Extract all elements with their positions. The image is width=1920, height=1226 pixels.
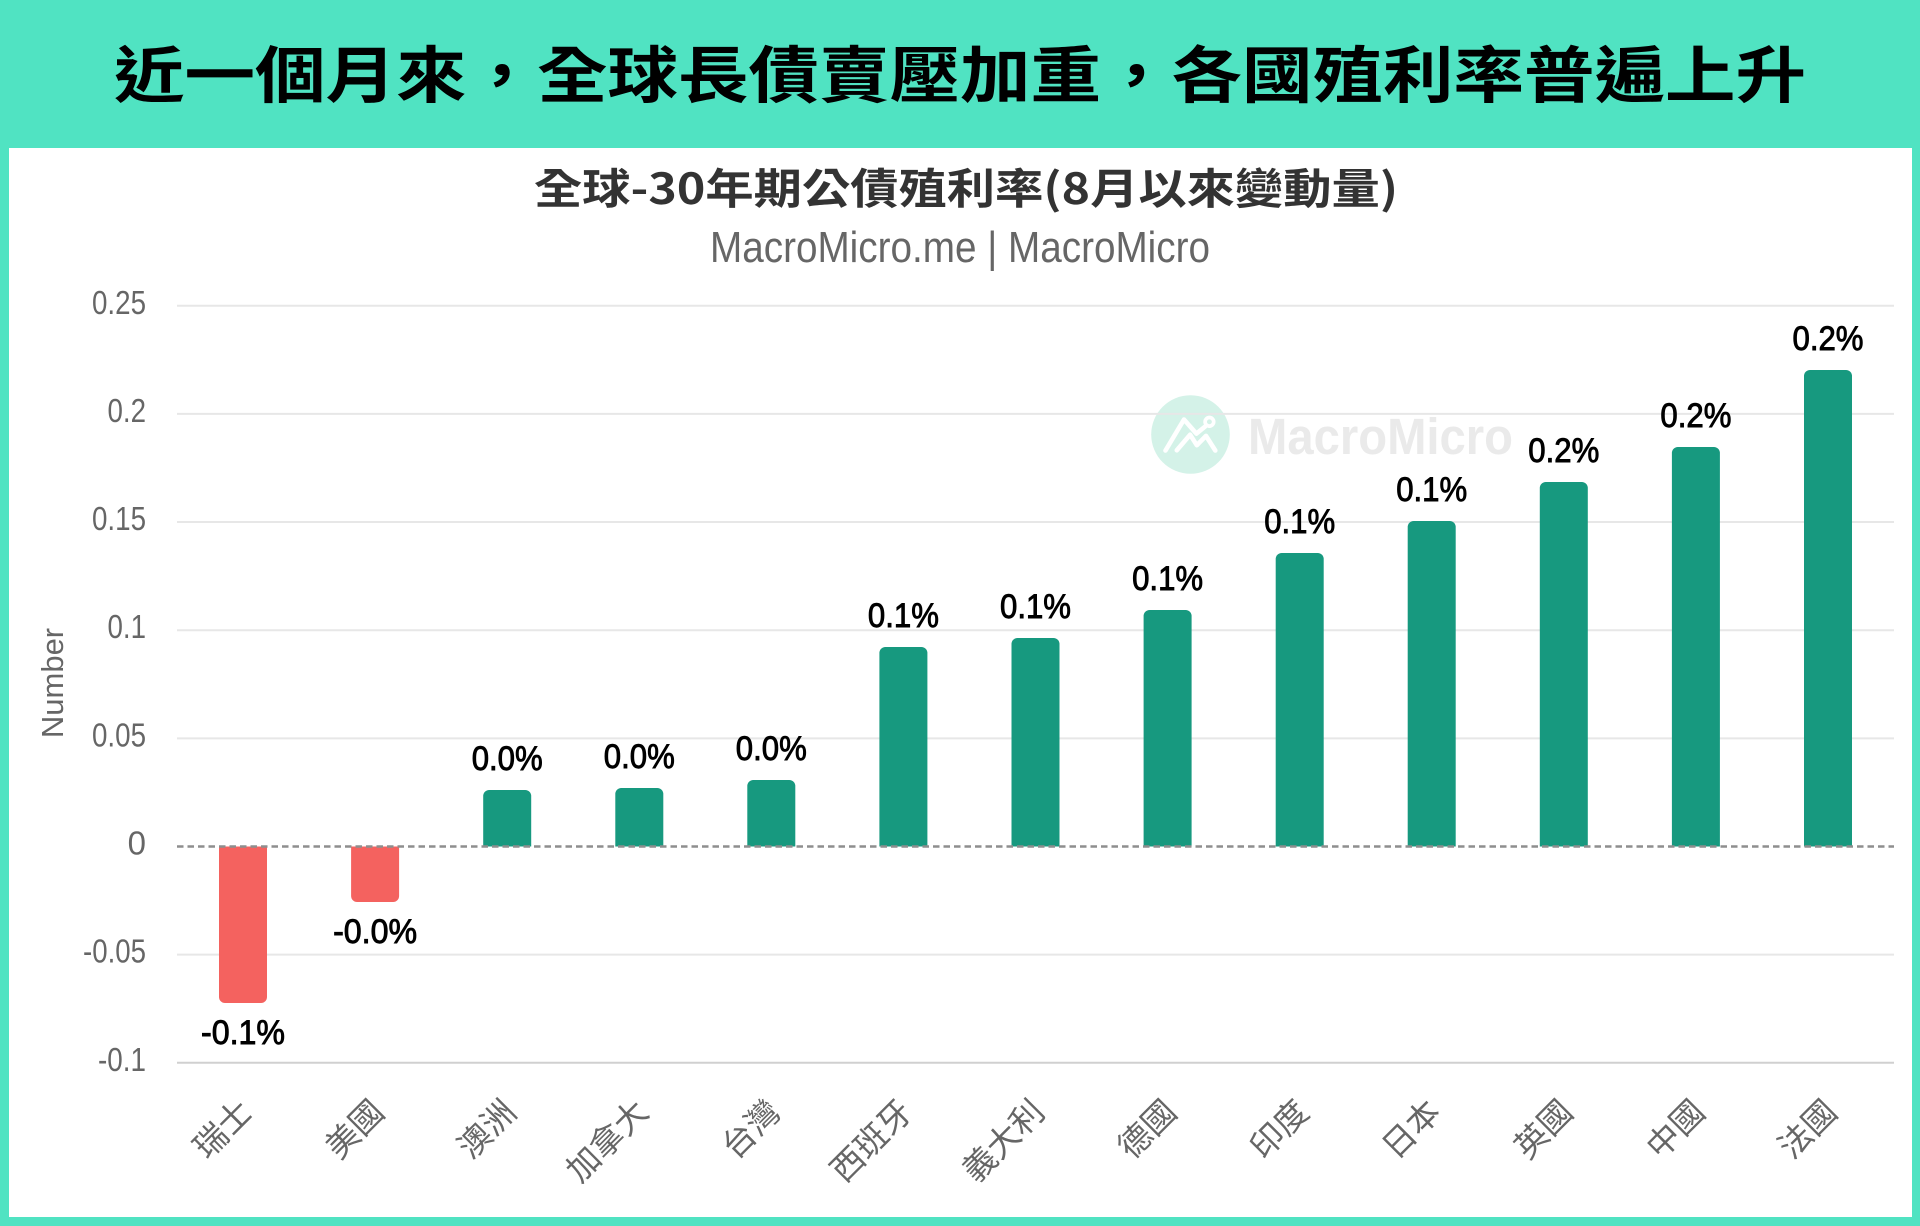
svg-text:0.2%: 0.2% <box>1660 397 1731 435</box>
svg-text:-0.0%: -0.0% <box>333 913 417 951</box>
svg-text:0.1%: 0.1% <box>868 597 939 635</box>
svg-text:0.0%: 0.0% <box>736 730 807 768</box>
svg-text:-0.1: -0.1 <box>98 1041 146 1078</box>
svg-text:0.1: 0.1 <box>108 608 147 645</box>
svg-text:0: 0 <box>128 825 146 862</box>
svg-text:MacroMicro.me | MacroMicro: MacroMicro.me | MacroMicro <box>710 223 1210 272</box>
svg-text:0.1%: 0.1% <box>1000 588 1071 626</box>
svg-text:0.0%: 0.0% <box>604 738 675 776</box>
svg-text:0.2%: 0.2% <box>1793 320 1864 358</box>
svg-text:Number: Number <box>35 628 70 738</box>
svg-text:0.1%: 0.1% <box>1264 503 1335 541</box>
svg-text:0.25: 0.25 <box>92 284 146 321</box>
svg-text:-0.05: -0.05 <box>83 933 146 970</box>
svg-text:MacroMicro: MacroMicro <box>1248 408 1513 465</box>
svg-text:0.2: 0.2 <box>108 392 147 429</box>
svg-text:-0.1%: -0.1% <box>201 1014 285 1052</box>
svg-text:0.0%: 0.0% <box>472 740 543 778</box>
svg-text:0.05: 0.05 <box>92 716 146 753</box>
svg-text:0.1%: 0.1% <box>1396 471 1467 509</box>
svg-text:0.15: 0.15 <box>92 500 146 537</box>
svg-text:0.2%: 0.2% <box>1528 432 1599 470</box>
svg-text:0.1%: 0.1% <box>1132 560 1203 598</box>
